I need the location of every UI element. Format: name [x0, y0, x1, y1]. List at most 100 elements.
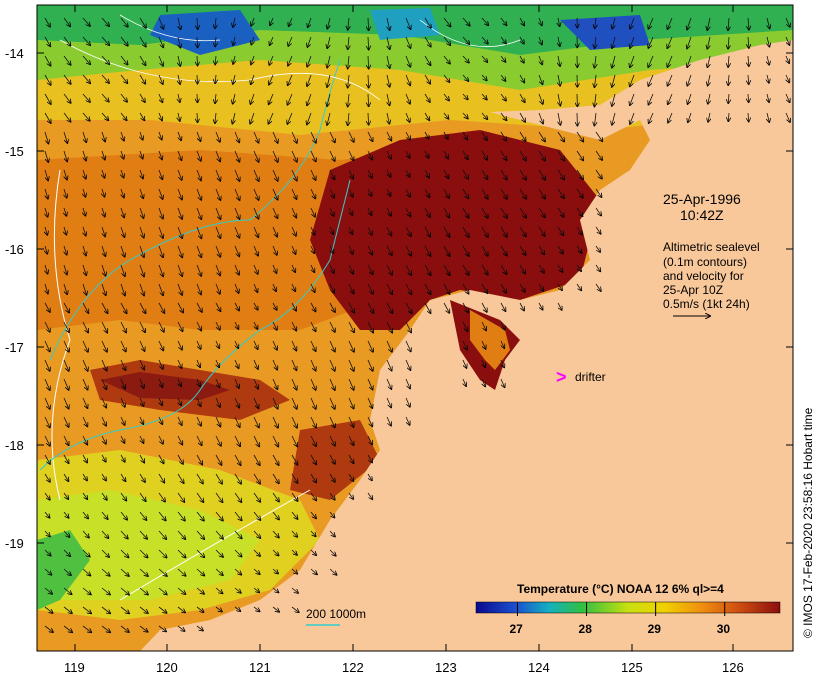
velocity-arrow — [292, 264, 295, 272]
velocity-arrow — [253, 264, 258, 274]
velocity-arrow — [612, 55, 616, 68]
velocity-arrow — [291, 435, 297, 447]
velocity-arrow — [253, 169, 259, 181]
velocity-arrow — [215, 226, 220, 238]
velocity-arrow — [728, 36, 729, 49]
velocity-arrow — [707, 17, 710, 30]
velocity-arrow — [139, 587, 148, 595]
velocity-arrow — [102, 150, 105, 160]
velocity-arrow — [519, 264, 525, 274]
velocity-arrow — [140, 131, 143, 140]
velocity-arrow — [215, 150, 220, 161]
velocity-arrow — [272, 587, 279, 593]
velocity-arrow — [367, 473, 372, 480]
velocity-arrow — [557, 302, 562, 310]
velocity-arrow — [348, 302, 354, 313]
velocity-arrow — [196, 416, 201, 426]
velocity-arrow — [139, 17, 146, 28]
velocity-arrow — [482, 378, 485, 387]
velocity-arrow — [349, 207, 352, 215]
velocity-arrow — [367, 264, 373, 274]
velocity-arrow — [348, 74, 349, 88]
velocity-arrow — [63, 473, 69, 481]
velocity-arrow — [687, 17, 692, 30]
velocity-arrow — [538, 283, 544, 291]
velocity-arrow — [63, 435, 69, 445]
velocity-arrow — [101, 625, 110, 632]
velocity-arrow — [272, 473, 279, 483]
velocity-arrow — [63, 321, 69, 332]
velocity-arrow — [481, 169, 488, 179]
velocity-arrow — [63, 454, 69, 463]
velocity-arrow — [272, 454, 279, 465]
velocity-arrow — [648, 55, 654, 67]
altimetry-note-line: and velocity for — [663, 269, 744, 283]
velocity-arrow — [44, 93, 51, 104]
south-strip — [37, 610, 160, 651]
velocity-arrow — [405, 340, 411, 352]
velocity-arrow — [234, 492, 242, 502]
velocity-arrow — [329, 131, 335, 142]
velocity-arrow — [519, 36, 524, 44]
velocity-arrow — [576, 226, 582, 235]
velocity-arrow — [215, 378, 220, 387]
velocity-arrow — [178, 17, 181, 29]
velocity-arrow — [120, 492, 126, 501]
velocity-arrow — [405, 112, 410, 122]
velocity-arrow — [234, 245, 239, 256]
velocity-arrow — [235, 340, 238, 348]
velocity-arrow — [500, 55, 505, 62]
velocity-arrow — [177, 625, 185, 631]
velocity-arrow — [348, 17, 349, 30]
velocity-arrow — [215, 454, 222, 465]
velocity-arrow — [139, 36, 146, 47]
velocity-arrow — [424, 226, 430, 237]
velocity-arrow — [82, 55, 90, 64]
velocity-arrow — [443, 169, 449, 178]
velocity-arrow — [158, 454, 164, 463]
velocity-arrow — [82, 93, 90, 102]
velocity-arrow — [327, 55, 331, 68]
velocity-arrow — [576, 188, 583, 198]
velocity-arrow — [329, 492, 335, 500]
velocity-arrow — [253, 530, 260, 538]
velocity-arrow — [424, 36, 431, 47]
velocity-arrow — [748, 112, 749, 122]
velocity-arrow — [291, 207, 296, 218]
velocity-arrow — [386, 207, 391, 216]
velocity-arrow — [595, 264, 600, 271]
velocity-arrow — [612, 17, 615, 29]
velocity-arrow — [82, 511, 88, 519]
velocity-arrow — [44, 435, 50, 446]
velocity-arrow — [310, 188, 315, 199]
velocity-arrow — [291, 492, 298, 501]
velocity-arrow — [120, 397, 125, 407]
altimetry-note-line: 25-Apr 10Z — [663, 283, 723, 297]
velocity-arrow — [196, 340, 201, 349]
velocity-arrow — [234, 207, 240, 219]
velocity-arrow — [329, 169, 334, 179]
velocity-arrow — [159, 112, 162, 121]
velocity-arrow — [291, 226, 296, 236]
velocity-arrow — [196, 473, 203, 484]
velocity-arrow — [101, 17, 109, 26]
velocity-arrow — [386, 378, 391, 389]
velocity-arrow — [443, 283, 450, 294]
velocity-arrow — [367, 397, 372, 408]
velocity-arrow — [557, 188, 564, 198]
velocity-arrow — [405, 150, 410, 158]
velocity-arrow — [291, 340, 296, 351]
velocity-arrow — [272, 549, 279, 556]
velocity-arrow — [667, 74, 673, 86]
velocity-arrow — [101, 264, 106, 276]
velocity-arrow — [120, 568, 129, 576]
velocity-arrow — [196, 188, 201, 200]
velocity-arrow — [576, 207, 583, 216]
velocity-arrow — [120, 359, 125, 370]
velocity-arrow — [557, 283, 562, 290]
velocity-arrow — [177, 302, 183, 313]
velocity-arrow — [424, 150, 429, 158]
velocity-arrow — [120, 340, 126, 352]
velocity-arrow — [196, 454, 202, 465]
velocity-arrow — [82, 549, 90, 557]
